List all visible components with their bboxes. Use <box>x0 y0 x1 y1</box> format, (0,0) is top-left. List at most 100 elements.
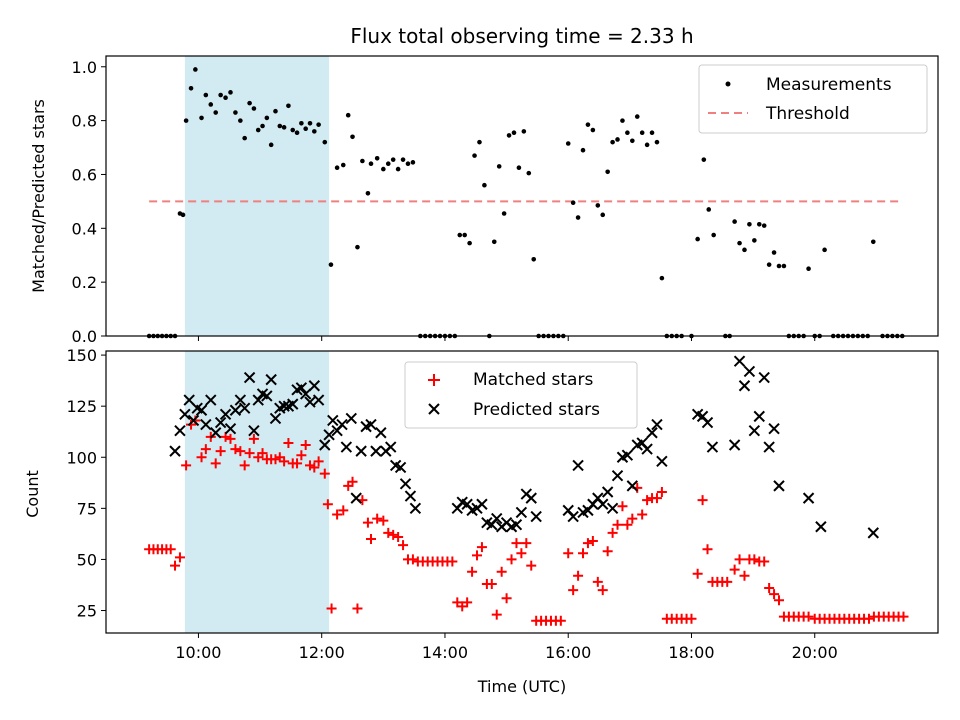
measurement-point <box>570 200 576 206</box>
matched-point <box>486 578 497 589</box>
predicted-point <box>733 355 746 367</box>
predicted-point <box>214 416 227 429</box>
x-axis-label: Time (UTC) <box>477 677 566 696</box>
measurement-point <box>273 108 278 114</box>
measurement-point <box>634 114 640 119</box>
measurement-point <box>752 238 757 243</box>
matched-point <box>496 566 507 577</box>
predicted-point <box>209 427 222 439</box>
predicted-point <box>261 390 273 402</box>
matched-point <box>447 556 458 567</box>
legend-measurements-label: Measurements <box>766 75 892 95</box>
predicted-point <box>327 414 339 427</box>
y-tick-label: 25 <box>77 602 97 621</box>
matched-point <box>170 560 181 571</box>
measurement-point <box>355 244 360 250</box>
measurement-point <box>299 121 304 126</box>
matched-point <box>729 564 740 575</box>
legend-matched-label: Matched stars <box>473 370 593 390</box>
measurement-point <box>511 130 517 136</box>
matched-point <box>196 452 207 463</box>
measurement-point <box>208 102 214 107</box>
measurement-point <box>203 92 209 98</box>
predicted-point <box>597 498 609 510</box>
measurement-point <box>238 118 243 123</box>
predicted-point <box>224 422 237 435</box>
y-tick-label: 50 <box>77 550 97 569</box>
predicted-point <box>728 439 741 451</box>
predicted-point <box>646 427 658 439</box>
predicted-point <box>748 424 761 437</box>
matched-point <box>244 448 255 459</box>
measurement-point <box>496 164 502 169</box>
measurement-point <box>193 67 198 72</box>
predicted-point <box>706 441 719 453</box>
matched-point <box>803 611 814 622</box>
chart-title: Flux total observing time = 2.33 h <box>350 24 693 48</box>
predicted-point <box>394 461 407 474</box>
matched-point <box>248 433 259 444</box>
predicted-point <box>510 518 523 531</box>
measurement-point <box>277 123 283 129</box>
predicted-point <box>238 402 251 414</box>
matched-point <box>739 570 750 581</box>
predicted-point <box>773 480 785 492</box>
matched-point <box>378 515 389 526</box>
predicted-point <box>515 506 528 519</box>
predicted-point <box>375 427 387 439</box>
x-tick-label: 16:00 <box>545 643 591 662</box>
predicted-point <box>802 492 815 504</box>
matched-point <box>555 615 566 626</box>
top-legend: Measurements Threshold <box>698 64 928 134</box>
measurement-point <box>590 127 596 133</box>
matched-point <box>702 544 713 555</box>
predicted-point <box>370 445 382 457</box>
matched-point <box>467 566 478 577</box>
matched-point <box>383 527 394 538</box>
matched-point <box>651 493 662 504</box>
measurement-point <box>400 157 406 162</box>
measurement-point <box>737 240 742 246</box>
matched-point <box>352 603 363 614</box>
matched-point <box>300 440 311 450</box>
matched-point <box>309 462 320 473</box>
matched-point <box>759 556 770 567</box>
measurement-point <box>732 219 737 224</box>
measurement-point <box>516 165 522 171</box>
measurement-point <box>180 212 186 218</box>
x-tick-label: 20:00 <box>792 643 838 662</box>
predicted-point <box>340 441 353 453</box>
measurement-point <box>462 232 467 238</box>
measurement-point <box>350 134 355 140</box>
measurement-point <box>531 256 537 262</box>
measurement-point <box>345 112 351 118</box>
measurement-point <box>649 130 655 136</box>
measurement-point <box>213 110 219 115</box>
predicted-point <box>525 492 537 504</box>
bottom-legend: Matched stars Predicted stars <box>404 361 638 429</box>
top-panel: 0.0 0.2 0.4 0.6 0.8 1.0 Matched/Predicted sta… <box>29 55 939 346</box>
measurement-point <box>501 211 507 216</box>
predicted-point <box>174 424 186 437</box>
measurement-point <box>526 170 532 176</box>
legend-predicted-marker <box>428 403 440 415</box>
predicted-point <box>743 365 756 378</box>
measurement-point <box>223 95 228 101</box>
matched-point <box>582 538 593 549</box>
measurement-point <box>701 157 707 162</box>
matched-point <box>773 595 784 606</box>
matched-point <box>526 560 537 571</box>
measurement-point <box>695 236 700 242</box>
predicted-point <box>319 439 331 451</box>
measurement-point <box>457 232 463 238</box>
matched-point <box>863 613 874 624</box>
matched-point <box>697 495 708 506</box>
y-tick-label: 0.8 <box>72 112 97 131</box>
matched-point <box>637 509 648 520</box>
predicted-point <box>753 410 765 423</box>
measurement-point <box>585 122 591 127</box>
predicted-point <box>399 478 412 490</box>
matched-point <box>573 570 584 581</box>
matched-point <box>326 603 337 614</box>
measurement-point <box>639 130 645 136</box>
